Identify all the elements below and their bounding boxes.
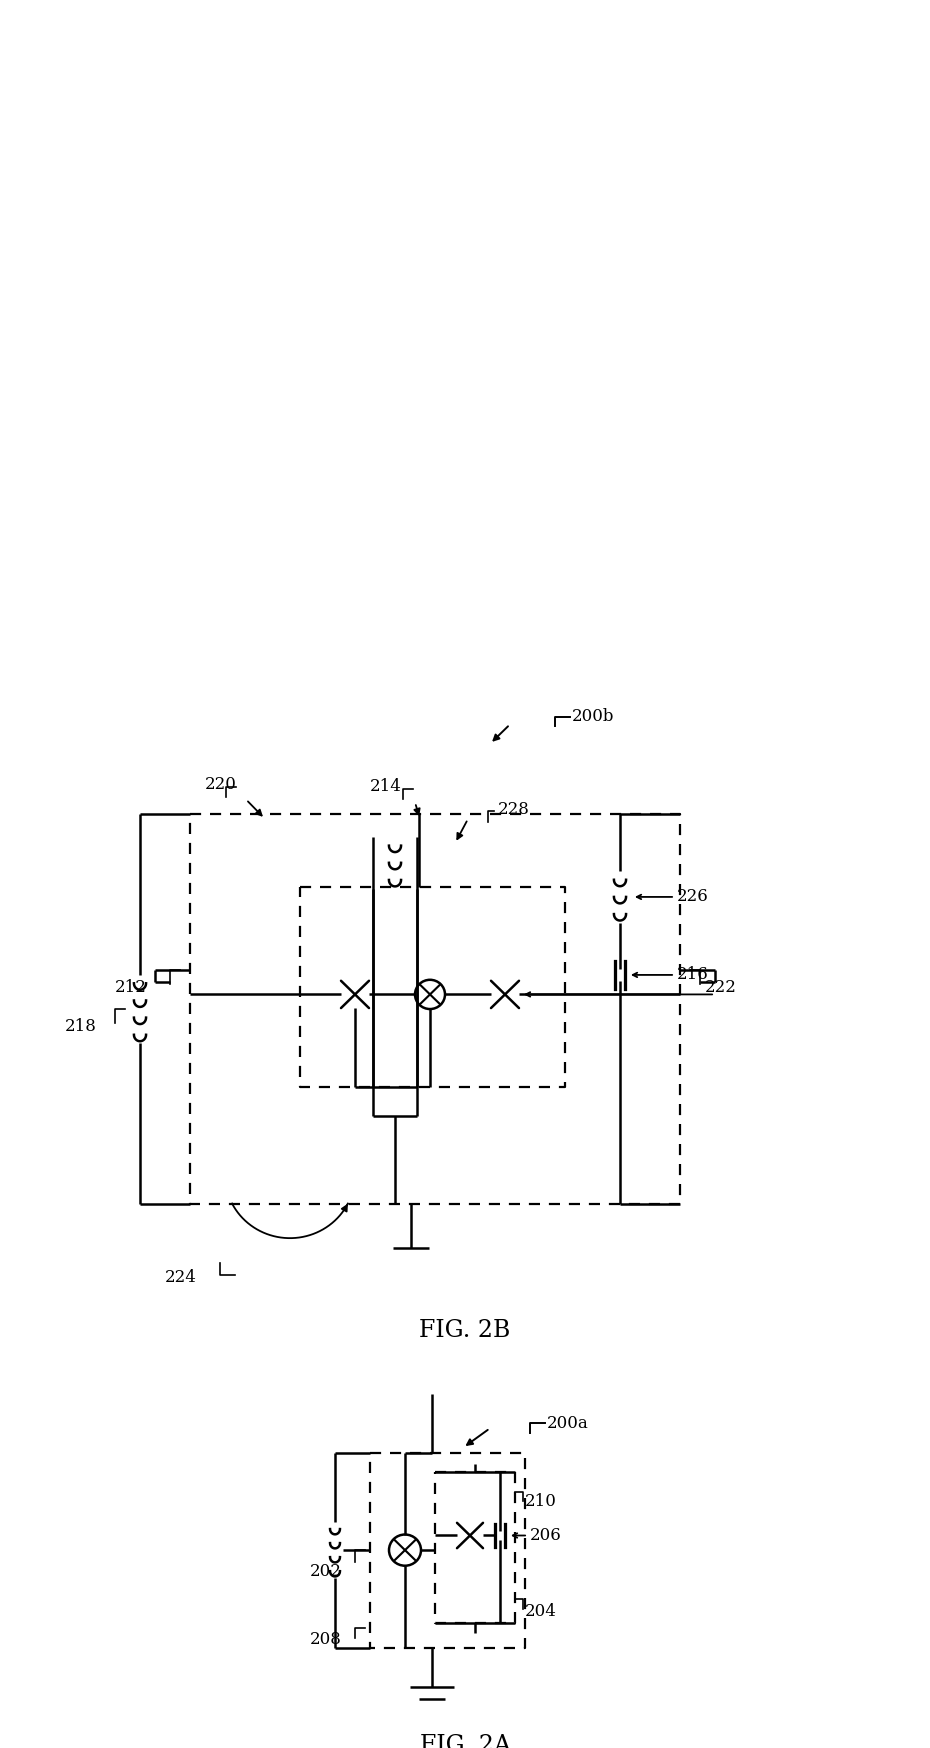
Text: 226: 226 [677,888,709,905]
Text: 204: 204 [525,1603,557,1620]
Text: 206: 206 [530,1528,562,1543]
Text: 214: 214 [370,778,402,795]
Text: 216: 216 [677,967,709,984]
Text: 220: 220 [205,776,237,794]
Text: 212: 212 [115,979,147,996]
Text: 202: 202 [310,1563,342,1580]
Text: 200a: 200a [547,1414,589,1432]
Text: 208: 208 [310,1631,342,1648]
Text: 222: 222 [705,979,737,996]
Text: 228: 228 [498,801,530,818]
Text: FIG. 2A: FIG. 2A [419,1734,511,1748]
Text: 218: 218 [65,1017,97,1035]
Text: 224: 224 [165,1269,197,1285]
Text: 200b: 200b [572,708,615,725]
Text: 210: 210 [525,1493,557,1510]
Text: FIG. 2B: FIG. 2B [419,1320,511,1342]
